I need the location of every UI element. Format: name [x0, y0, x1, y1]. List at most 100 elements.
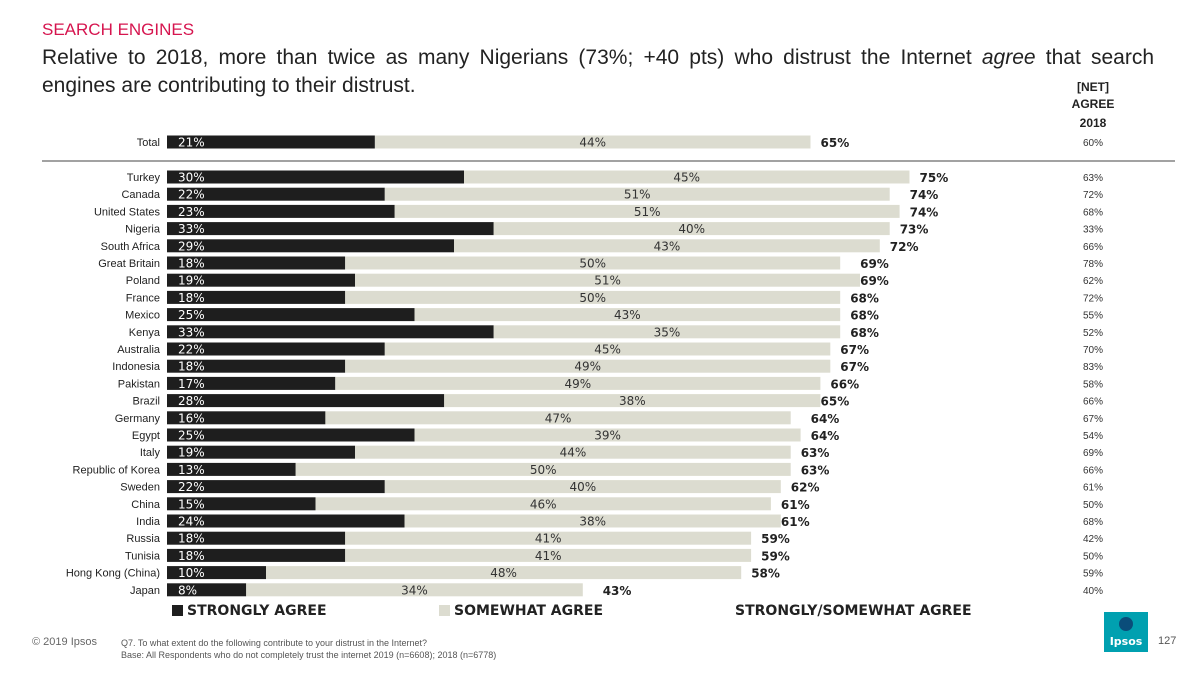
- category-label: Turkey: [127, 172, 161, 184]
- label-strongly-agree: 30%: [178, 171, 205, 185]
- bar-somewhat-agree: [335, 376, 821, 390]
- net-agree-2018-value: 52%: [1083, 328, 1103, 339]
- net-agree-2018-value: 62%: [1083, 276, 1103, 287]
- label-somewhat-agree: 46%: [530, 497, 557, 511]
- label-somewhat-agree: 34%: [401, 583, 428, 597]
- label-strongly-agree: 22%: [178, 188, 205, 202]
- bar-somewhat-agree: [295, 462, 791, 476]
- label-somewhat-agree: 43%: [654, 239, 681, 253]
- label-strongly-agree: 28%: [178, 394, 205, 408]
- bar-somewhat-agree: [246, 583, 583, 597]
- bar-somewhat-agree: [464, 170, 910, 184]
- label-strongly-agree: 18%: [178, 549, 205, 563]
- label-total-agree: 69%: [860, 274, 889, 288]
- bar-strongly-agree: [167, 135, 375, 149]
- label-total-agree: 68%: [850, 326, 879, 340]
- label-strongly-agree: 25%: [178, 429, 205, 443]
- category-label: Egypt: [132, 430, 160, 442]
- label-total-agree: 65%: [821, 136, 850, 150]
- label-somewhat-agree: 44%: [579, 136, 606, 150]
- net-agree-2018-value: 50%: [1083, 500, 1103, 511]
- category-label: Japan: [130, 585, 160, 597]
- label-total-agree: 72%: [890, 240, 919, 254]
- label-total-agree: 63%: [801, 446, 830, 460]
- bar-somewhat-agree: [345, 531, 752, 545]
- label-somewhat-agree: 50%: [579, 257, 606, 271]
- legend-strongly-agree: STRONGLY AGREE: [187, 603, 327, 619]
- label-total-agree: 67%: [840, 343, 869, 357]
- label-strongly-agree: 18%: [178, 532, 205, 546]
- label-strongly-agree: 33%: [178, 222, 205, 236]
- label-somewhat-agree: 49%: [574, 360, 601, 374]
- page-number: 127: [1158, 635, 1177, 647]
- label-somewhat-agree: 40%: [569, 480, 596, 494]
- label-strongly-agree: 33%: [178, 325, 205, 339]
- legend-swatch-somewhat: [439, 605, 450, 616]
- category-label: Tunisia: [125, 550, 161, 562]
- category-label: China: [131, 499, 161, 511]
- label-somewhat-agree: 45%: [594, 343, 621, 357]
- category-label: Brazil: [132, 396, 160, 408]
- category-label: Russia: [126, 533, 161, 545]
- label-strongly-agree: 22%: [178, 480, 205, 494]
- label-somewhat-agree: 51%: [594, 274, 621, 288]
- net-agree-2018-value: 83%: [1083, 362, 1103, 373]
- footnote-base: Base: All Respondents who do not complet…: [121, 650, 497, 660]
- bar-strongly-agree: [167, 342, 385, 356]
- legend-somewhat-agree: SOMEWHAT AGREE: [454, 603, 603, 619]
- label-total-agree: 65%: [821, 395, 850, 409]
- label-strongly-agree: 15%: [178, 497, 205, 511]
- category-label: Germany: [115, 413, 161, 425]
- net-agree-2018-value: 42%: [1083, 534, 1103, 545]
- label-strongly-agree: 21%: [178, 136, 205, 150]
- label-total-agree: 59%: [761, 549, 790, 563]
- bar-somewhat-agree: [404, 514, 781, 528]
- bar-strongly-agree: [167, 359, 346, 373]
- label-total-agree: 58%: [751, 567, 780, 581]
- category-label: Indonesia: [112, 361, 161, 373]
- ipsos-logo: Ipsos: [1104, 612, 1148, 652]
- bar-somewhat-agree: [414, 308, 841, 322]
- net-agree-2018-value: 55%: [1083, 311, 1103, 322]
- label-total-agree: 74%: [910, 205, 939, 219]
- bar-somewhat-agree: [355, 445, 791, 459]
- bar-strongly-agree: [167, 376, 336, 390]
- headline: Relative to 2018, more than twice as man…: [42, 46, 1154, 97]
- category-label: Italy: [140, 447, 161, 459]
- label-total-agree: 68%: [850, 291, 879, 305]
- bar-strongly-agree: [167, 290, 346, 304]
- bar-somewhat-agree: [315, 497, 771, 511]
- net-agree-2018-value: 54%: [1083, 431, 1103, 442]
- bar-somewhat-agree: [384, 480, 781, 494]
- category-label: Mexico: [125, 310, 160, 322]
- label-strongly-agree: 17%: [178, 377, 205, 391]
- bar-strongly-agree: [167, 308, 415, 322]
- label-strongly-agree: 18%: [178, 360, 205, 374]
- bar-strongly-agree: [167, 204, 395, 218]
- label-strongly-agree: 10%: [178, 566, 205, 580]
- net-agree-header-year: 2018: [1079, 116, 1107, 130]
- label-total-agree: 64%: [811, 429, 840, 443]
- net-agree-2018-value: 50%: [1083, 551, 1103, 562]
- net-agree-2018-value: 33%: [1083, 225, 1103, 236]
- bar-somewhat-agree: [454, 239, 880, 253]
- label-total-agree: 59%: [761, 532, 790, 546]
- net-agree-2018-value: 60%: [1083, 138, 1103, 149]
- bar-strongly-agree: [167, 497, 316, 511]
- category-label: Pakistan: [118, 378, 160, 390]
- bar-strongly-agree: [167, 187, 385, 201]
- category-label: Nigeria: [125, 224, 161, 236]
- legend-total-agree: STRONGLY/SOMEWHAT AGREE: [735, 603, 972, 619]
- label-strongly-agree: 24%: [178, 515, 205, 529]
- label-somewhat-agree: 43%: [614, 308, 641, 322]
- net-agree-2018-value: 66%: [1083, 242, 1103, 253]
- bar-somewhat-agree: [345, 290, 841, 304]
- label-strongly-agree: 19%: [178, 446, 205, 460]
- label-total-agree: 66%: [830, 377, 859, 391]
- logo-mark-icon: [1119, 617, 1133, 631]
- label-somewhat-agree: 39%: [594, 429, 621, 443]
- bar-strongly-agree: [167, 394, 445, 408]
- bar-strongly-agree: [167, 170, 464, 184]
- label-somewhat-agree: 47%: [545, 411, 572, 425]
- label-strongly-agree: 18%: [178, 291, 205, 305]
